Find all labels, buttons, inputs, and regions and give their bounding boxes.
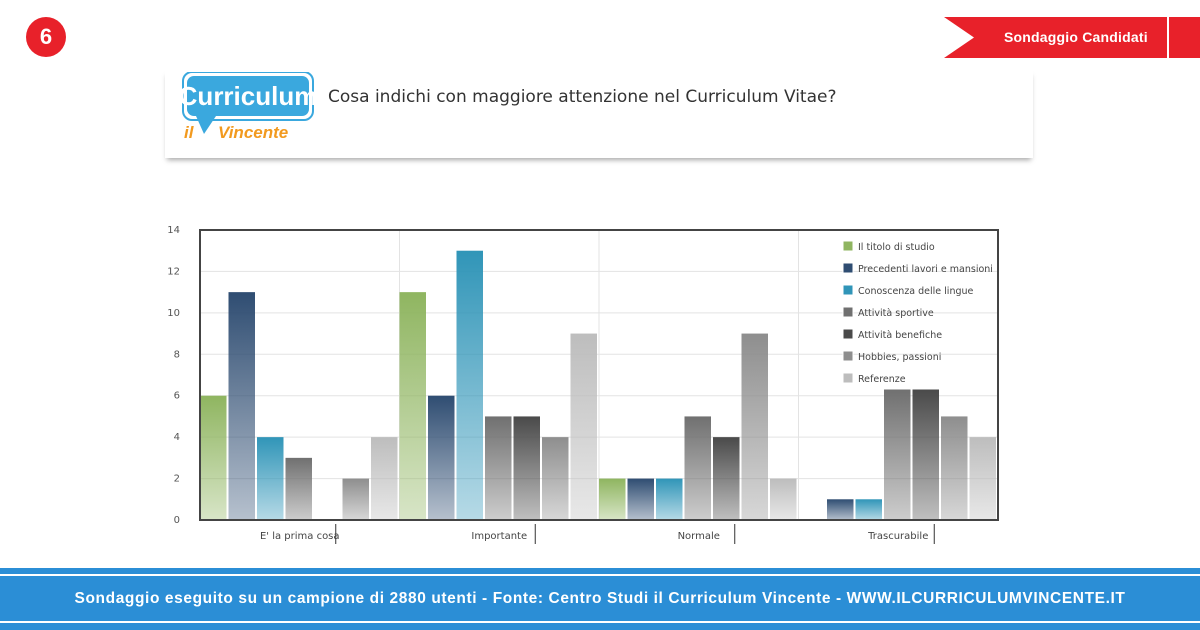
- bar: [371, 437, 398, 520]
- logo-sub-name: Vincente: [218, 123, 288, 142]
- bar: [941, 416, 968, 520]
- ribbon-shape: [944, 17, 1200, 58]
- y-tick-label: 10: [167, 308, 180, 319]
- legend-swatch: [842, 284, 854, 296]
- legend-swatch: [842, 306, 854, 318]
- bar: [342, 478, 369, 520]
- footer-source-text: Sondaggio eseguito su un campione di 288…: [74, 590, 1126, 607]
- legend-swatch: [842, 350, 854, 362]
- curriculum-vincente-logo: Curriculum il Vincente: [180, 72, 316, 142]
- bar: [542, 437, 569, 520]
- legend-label: Precedenti lavori e mansioni: [858, 264, 993, 275]
- bar: [257, 437, 284, 520]
- legend-label: Conoscenza delle lingue: [858, 286, 974, 297]
- ribbon-label: Sondaggio Candidati: [1004, 29, 1148, 45]
- legend-label: Attività sportive: [858, 308, 934, 319]
- slide-number-badge: 6: [26, 17, 66, 57]
- logo-sub-il: il: [184, 123, 195, 142]
- legend-swatch: [842, 262, 854, 274]
- bar: [428, 395, 455, 520]
- bar: [200, 395, 227, 520]
- y-tick-label: 0: [174, 515, 180, 526]
- legend-label: Referenze: [858, 374, 906, 385]
- bar: [713, 437, 740, 520]
- bar-chart: 0 2 4 6 8 10 12 14 E' la prima cosa Importante Nor…: [160, 220, 1040, 560]
- legend-swatch: [842, 372, 854, 384]
- bar: [656, 478, 683, 520]
- y-tick-label: 2: [174, 474, 180, 485]
- plot-border: [199, 229, 999, 521]
- bar: [684, 416, 711, 520]
- y-tick-label: 14: [167, 225, 180, 236]
- legend-swatch: [842, 328, 854, 340]
- bar: [513, 416, 540, 520]
- y-tick-label: 6: [174, 391, 180, 402]
- footer-bar: [0, 568, 1200, 630]
- bar: [228, 292, 255, 520]
- bar: [485, 416, 512, 520]
- bar: [456, 250, 483, 520]
- bar: [912, 389, 939, 520]
- bar-chart-svg: 0 2 4 6 8 10 12 14 E' la prima cosa Importante Nor…: [167, 225, 999, 544]
- bar: [884, 389, 911, 520]
- footer-divider-bottom: [0, 621, 1200, 623]
- bar: [855, 499, 882, 520]
- bar: [741, 333, 768, 520]
- legend-label: Attività benefiche: [858, 330, 942, 341]
- legend-label: Il titolo di studio: [858, 242, 935, 253]
- y-tick-label: 12: [167, 266, 180, 277]
- bar: [770, 478, 797, 520]
- bar: [969, 437, 996, 520]
- x-tick-label: Normale: [678, 531, 720, 542]
- legend-swatch: [842, 240, 854, 252]
- bar: [627, 478, 654, 520]
- x-tick-label: E' la prima cosa: [260, 531, 340, 542]
- footer-divider-top: [0, 574, 1200, 576]
- y-tick-label: 4: [174, 432, 180, 443]
- bar: [570, 333, 597, 520]
- logo-main-text: Curriculum: [180, 81, 316, 111]
- bar: [827, 499, 854, 520]
- y-tick-label: 8: [174, 349, 180, 360]
- bar: [399, 292, 426, 520]
- x-tick-label: Trascurabile: [867, 531, 928, 542]
- bar: [599, 478, 626, 520]
- x-tick-label: Importante: [471, 531, 527, 542]
- survey-question: Cosa indichi con maggiore attenzione nel…: [328, 87, 837, 107]
- survey-ribbon: Sondaggio Candidati: [944, 17, 1200, 58]
- bar: [285, 457, 312, 520]
- legend-label: Hobbies, passioni: [858, 352, 941, 363]
